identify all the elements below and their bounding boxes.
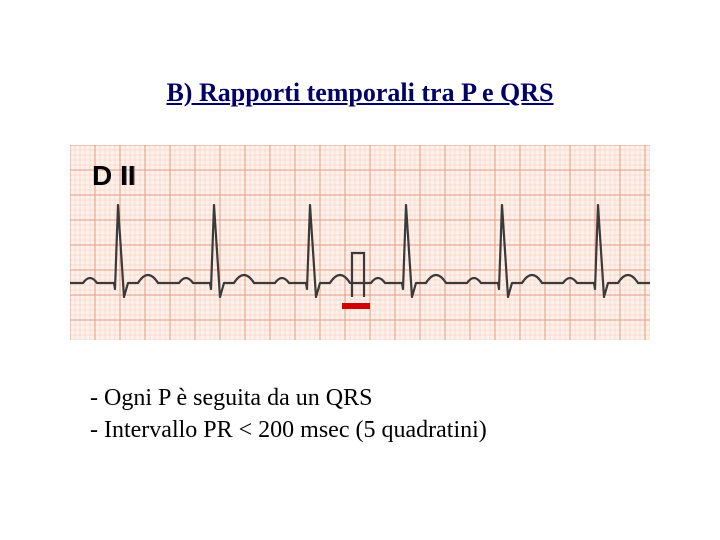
ecg-svg bbox=[70, 145, 650, 340]
page-title: B) Rapporti temporali tra P e QRS bbox=[166, 78, 553, 107]
lead-label-prefix: D bbox=[92, 160, 120, 191]
lead-label: D II bbox=[92, 160, 136, 192]
lead-label-suffix: II bbox=[120, 160, 136, 191]
bullet-1: - Ogni P è seguita da un QRS bbox=[90, 382, 487, 414]
ecg-strip bbox=[70, 145, 650, 340]
bullet-list: - Ogni P è seguita da un QRS - Intervall… bbox=[90, 382, 487, 447]
bullet-2: - Intervallo PR < 200 msec (5 quadratini… bbox=[90, 414, 487, 446]
